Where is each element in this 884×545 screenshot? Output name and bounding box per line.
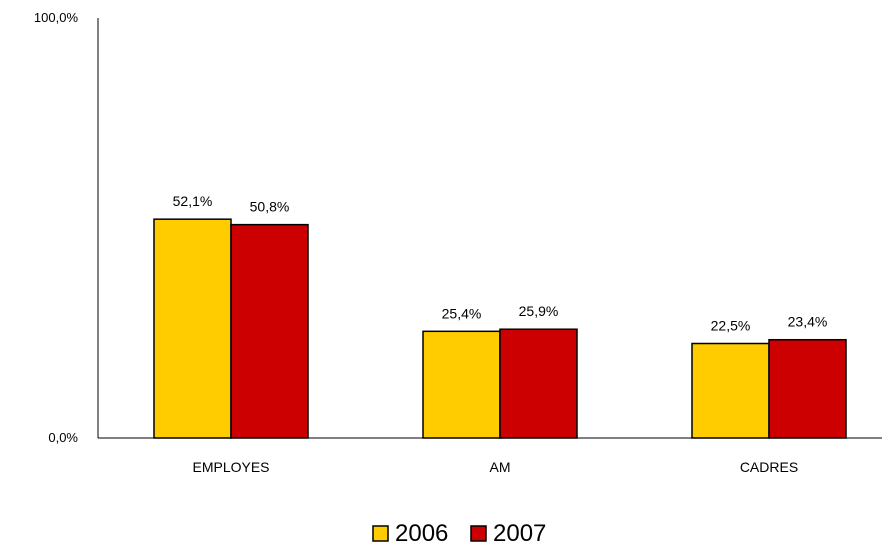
bar-2007-cadres xyxy=(768,338,847,439)
category-labels: EMPLOYES AM CADRES xyxy=(192,459,798,475)
bar-2007-am xyxy=(499,328,578,439)
data-label-2007-am: 25,9% xyxy=(519,303,559,319)
bars xyxy=(153,218,847,439)
data-label-2006-am: 25,4% xyxy=(442,305,482,321)
bar-2007-employes xyxy=(230,223,309,439)
legend-swatch-2007 xyxy=(470,525,487,542)
data-label-2006-cadres: 22,5% xyxy=(711,318,751,334)
legend-label-2006: 2006 xyxy=(395,520,448,545)
category-label-cadres: CADRES xyxy=(740,459,798,475)
legend-swatch-2006 xyxy=(372,525,389,542)
y-tick-labels: 0,0% 100,0% xyxy=(34,10,79,445)
y-tick-label: 100,0% xyxy=(34,10,79,25)
legend: 2006 2007 xyxy=(372,520,546,545)
data-label-2007-employes: 50,8% xyxy=(250,199,290,215)
bar-2006-cadres xyxy=(691,342,770,439)
data-labels: 52,1% 50,8% 25,4% 25,9% 22,5% 23,4% xyxy=(173,193,828,333)
bar-2006-employes xyxy=(153,218,232,439)
data-label-2007-cadres: 23,4% xyxy=(788,314,828,330)
legend-label-2007: 2007 xyxy=(493,520,546,545)
category-label-am: AM xyxy=(490,459,511,475)
y-tick-label: 0,0% xyxy=(48,430,78,445)
bar-2006-am xyxy=(422,330,501,439)
category-label-employes: EMPLOYES xyxy=(192,459,269,475)
data-label-2006-employes: 52,1% xyxy=(173,193,213,209)
